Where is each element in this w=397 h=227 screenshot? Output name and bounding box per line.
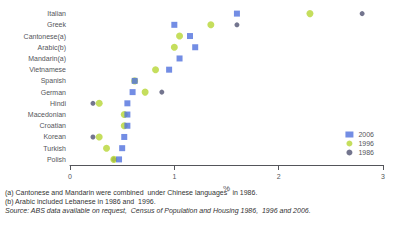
svg-text:Mandarin(a): Mandarin(a) [28, 55, 66, 63]
svg-text:Cantonese(a): Cantonese(a) [24, 33, 66, 41]
svg-text:1986: 1986 [358, 149, 374, 156]
svg-text:Croatian: Croatian [40, 122, 67, 129]
svg-text:Greek: Greek [47, 21, 67, 28]
svg-text:Turkish: Turkish [43, 145, 66, 152]
svg-text:2: 2 [277, 173, 281, 180]
svg-text:1: 1 [172, 173, 176, 180]
svg-text:Hindi: Hindi [50, 100, 66, 107]
svg-text:Korean: Korean [43, 133, 66, 140]
svg-text:1996: 1996 [358, 140, 374, 147]
svg-text:German: German [41, 89, 66, 96]
svg-text:Polish: Polish [47, 156, 66, 163]
svg-text:3: 3 [381, 173, 385, 180]
svg-text:Spanish: Spanish [41, 77, 66, 85]
svg-text:Source: ABS data available on: Source: ABS data available on request, C… [5, 207, 311, 215]
svg-text:Arabic(b): Arabic(b) [38, 44, 66, 52]
svg-text:Italian: Italian [47, 10, 66, 17]
svg-text:0: 0 [68, 173, 72, 180]
svg-text:Macedonian: Macedonian [28, 111, 66, 118]
svg-text:Vietnamese: Vietnamese [29, 66, 66, 73]
svg-text:(b) Arabic included Lebanese i: (b) Arabic included Lebanese in 1986 and… [5, 198, 156, 206]
svg-text:%: % [223, 184, 230, 193]
svg-text:2006: 2006 [358, 131, 374, 138]
svg-text:(a) Cantonese and Mandarin wer: (a) Cantonese and Mandarin were combined… [5, 189, 257, 197]
